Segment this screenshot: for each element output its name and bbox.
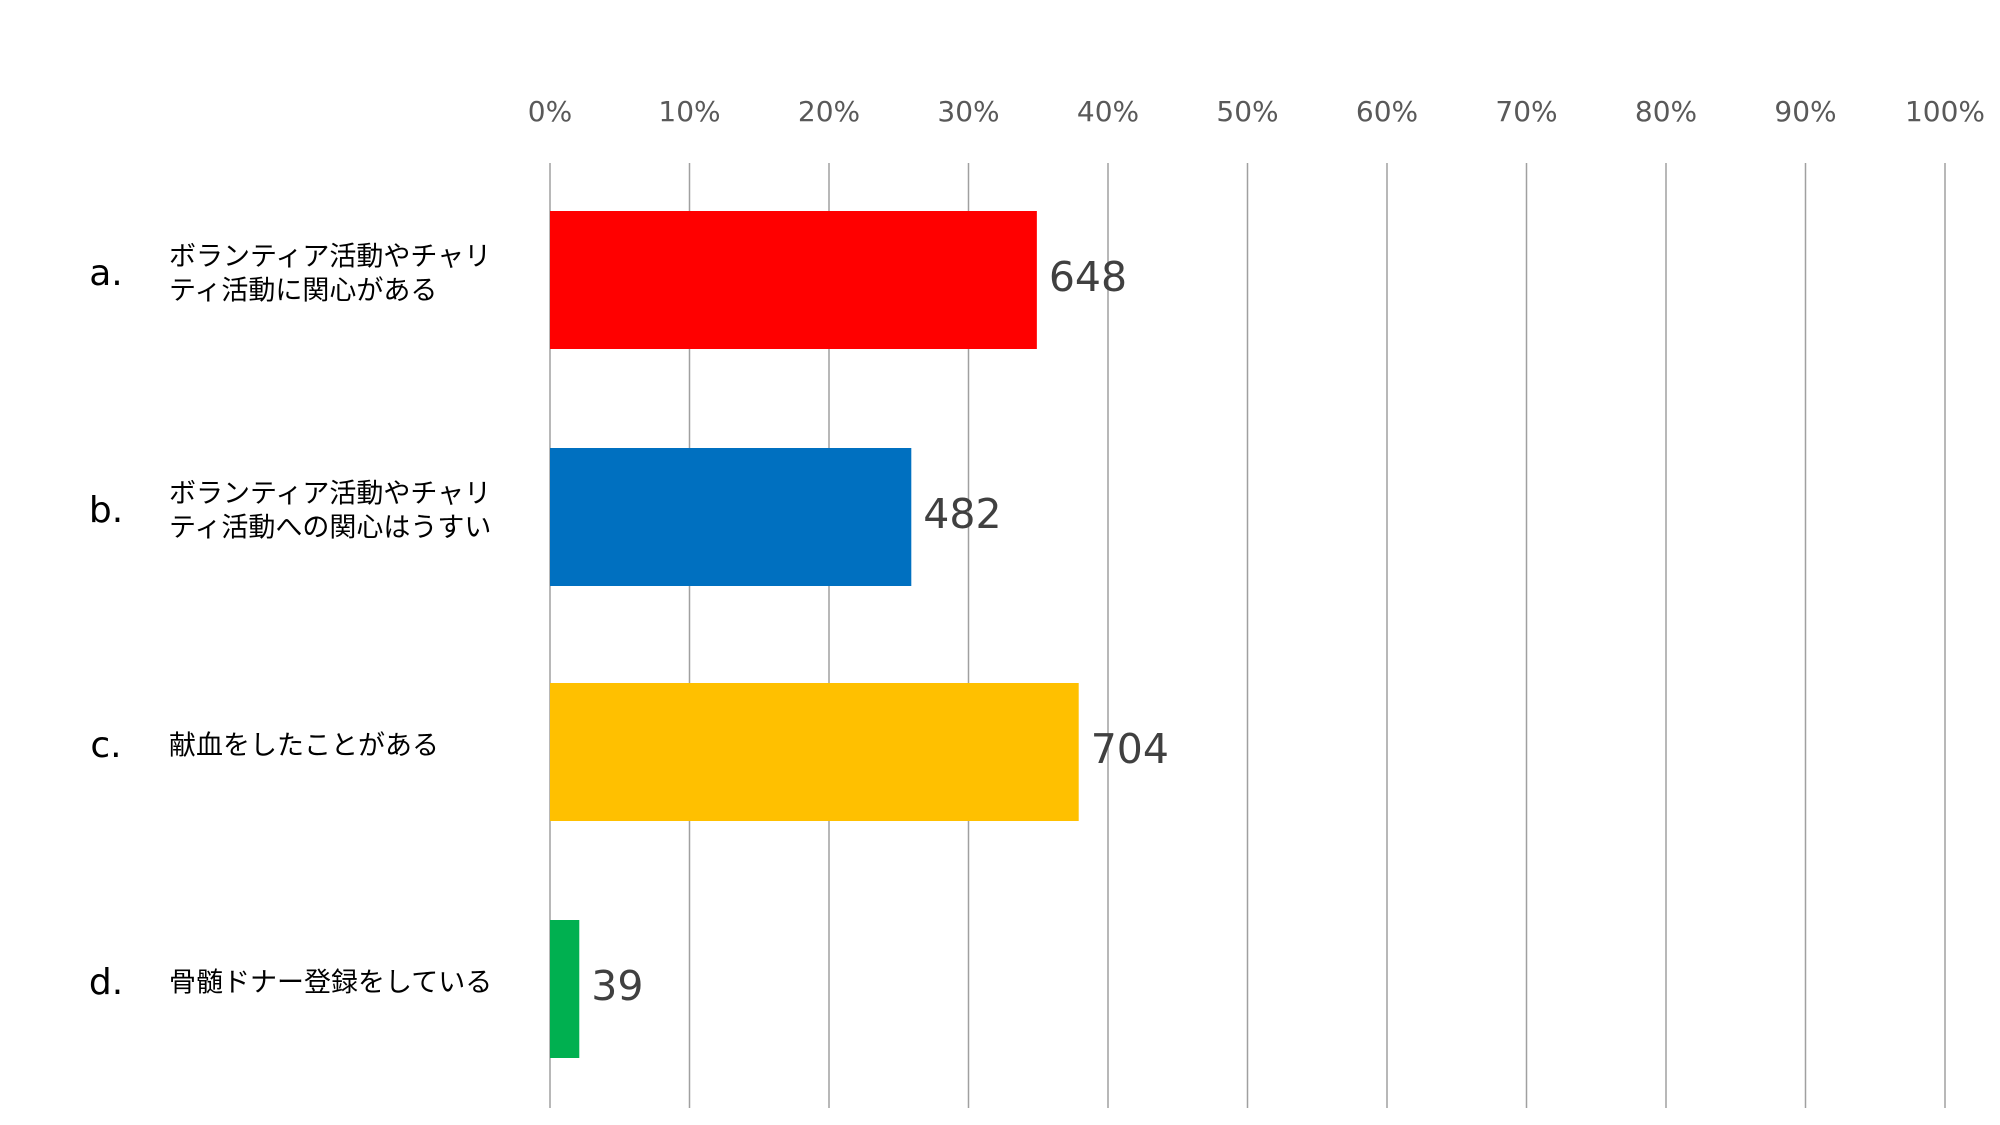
x-tick-label: 30% — [937, 95, 999, 128]
category-label: 献血をしたことがある — [169, 731, 439, 762]
x-tick-label: 10% — [658, 95, 720, 128]
x-tick-label: 0% — [528, 95, 572, 128]
category-label: ティ活動への関心はうすい — [169, 513, 491, 544]
x-tick-label: 60% — [1356, 95, 1418, 128]
category-label: ボランティア活動やチャリ — [169, 242, 491, 273]
data-label: 648 — [1049, 253, 1127, 301]
data-label: 39 — [591, 962, 643, 1010]
bar — [550, 211, 1037, 349]
category-label: ティ活動に関心がある — [169, 276, 437, 307]
x-tick-label: 40% — [1077, 95, 1139, 128]
x-tick-label: 20% — [798, 95, 860, 128]
data-label: 704 — [1091, 725, 1169, 773]
x-tick-label: 70% — [1495, 95, 1557, 128]
data-label: 482 — [923, 490, 1001, 538]
category-prefix: b. — [89, 490, 123, 531]
category-prefix: c. — [90, 725, 121, 766]
bar — [550, 448, 912, 586]
bar — [550, 683, 1079, 821]
category-prefix: a. — [89, 253, 123, 294]
bar — [550, 920, 580, 1058]
x-tick-label: 90% — [1774, 95, 1836, 128]
x-tick-label: 80% — [1635, 95, 1697, 128]
category-label: ボランティア活動やチャリ — [169, 479, 491, 510]
category-label: 骨髄ドナー登録をしている — [169, 968, 492, 999]
x-tick-label: 100% — [1905, 95, 1985, 128]
x-tick-label: 50% — [1216, 95, 1278, 128]
category-prefix: d. — [89, 962, 123, 1003]
